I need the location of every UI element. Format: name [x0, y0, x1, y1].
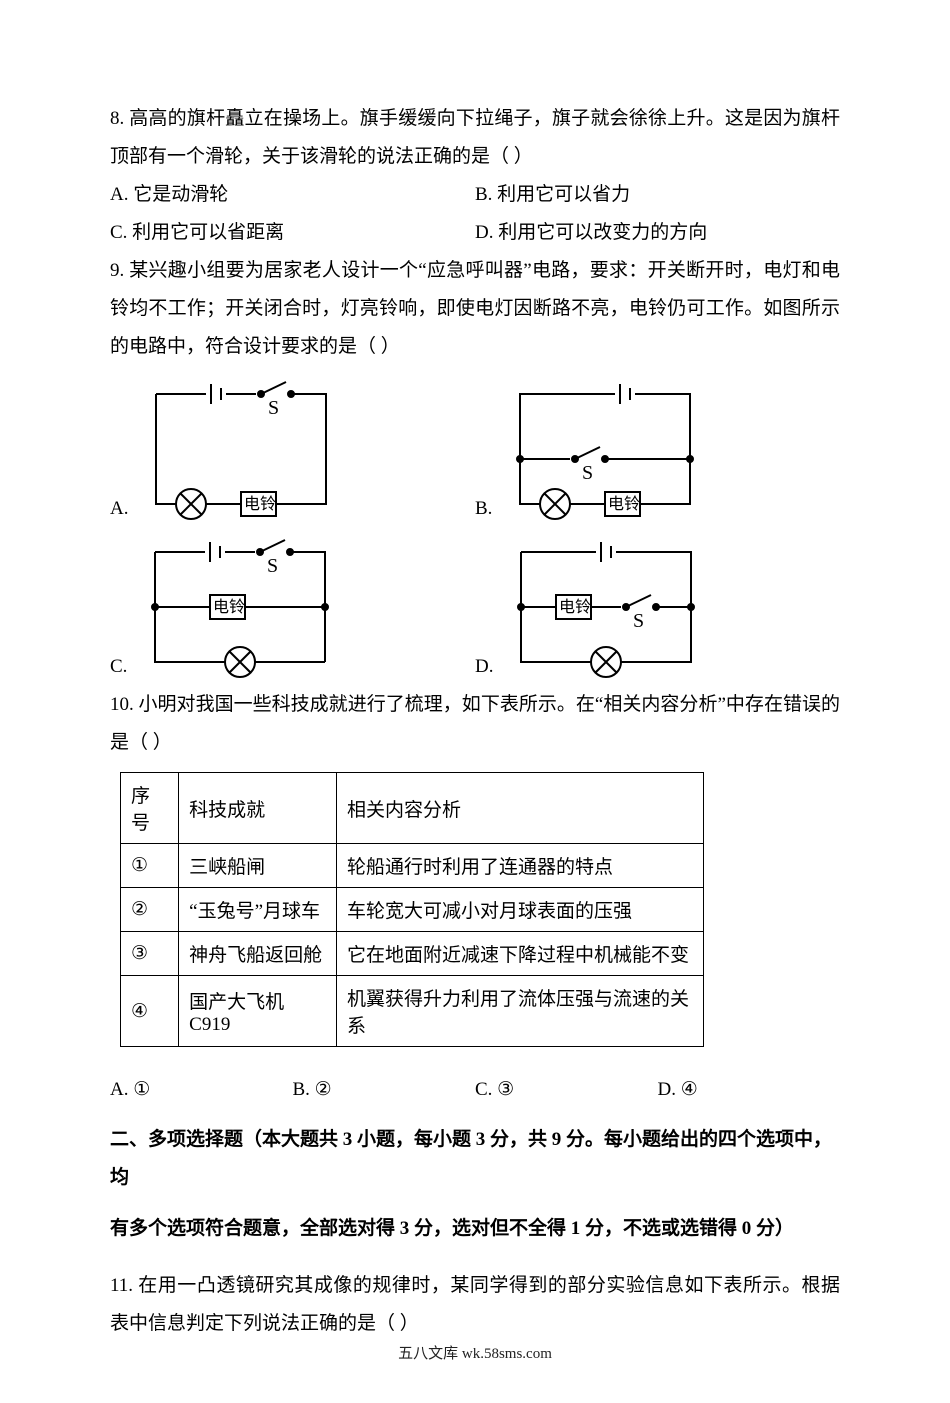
table-cell: 国产大飞机 C919: [179, 976, 337, 1047]
q9-label-b: B.: [475, 498, 492, 524]
q8-opt-d: D. 利用它可以改变力的方向: [475, 214, 840, 252]
table-cell: 神舟飞船返回舱: [179, 932, 337, 976]
bell-label: 电铃: [559, 598, 591, 616]
switch-label: S: [267, 555, 278, 577]
page-footer: 五八文库 wk.58sms.com: [0, 1342, 950, 1363]
q9-circuit-d: S 电铃: [501, 532, 711, 682]
q9-circuit-a: S 电铃: [136, 374, 346, 524]
q10-opt-b: B. ②: [293, 1071, 476, 1109]
table-cell: ③: [121, 932, 179, 976]
q9-circuit-b: S 电铃: [500, 374, 710, 524]
bell-label: 电铃: [213, 598, 245, 616]
q8-opt-a: A. 它是动滑轮: [110, 176, 475, 214]
table-cell: ①: [121, 844, 179, 888]
q10-th-2: 相关内容分析: [336, 773, 703, 844]
section2-line1: 二、多项选择题（本大题共 3 小题，每小题 3 分，共 9 分。每小题给出的四个…: [110, 1121, 840, 1197]
table-cell: 车轮宽大可减小对月球表面的压强: [336, 888, 703, 932]
table-cell: 它在地面附近减速下降过程中机械能不变: [336, 932, 703, 976]
q9-stem: 9. 某兴趣小组要为居家老人设计一个“应急呼叫器”电路，要求：开关断开时，电灯和…: [110, 252, 840, 366]
switch-label: S: [268, 397, 279, 419]
switch-label: S: [633, 610, 644, 632]
q10-opt-c: C. ③: [475, 1071, 658, 1109]
bell-label: 电铃: [608, 495, 640, 513]
table-cell: 轮船通行时利用了连通器的特点: [336, 844, 703, 888]
q10-stem: 10. 小明对我国一些科技成就进行了梳理，如下表所示。在“相关内容分析”中存在错…: [110, 686, 840, 762]
bell-label: 电铃: [244, 495, 276, 513]
q9-label-a: A.: [110, 498, 128, 524]
q9-circuit-c: S 电铃: [135, 532, 345, 682]
switch-label: S: [582, 462, 593, 484]
section2-line2: 有多个选项符合题意，全部选对得 3 分，选对但不全得 1 分，不选或选错得 0 …: [110, 1210, 840, 1248]
q10-th-0: 序号: [121, 773, 179, 844]
q8-opt-b: B. 利用它可以省力: [475, 176, 840, 214]
q10-th-1: 科技成就: [179, 773, 337, 844]
q9-label-c: C.: [110, 656, 127, 682]
table-cell: ④: [121, 976, 179, 1047]
q10-opt-a: A. ①: [110, 1071, 293, 1109]
q10-opt-d: D. ④: [658, 1071, 841, 1109]
q8-stem: 8. 高高的旗杆矗立在操场上。旗手缓缓向下拉绳子，旗子就会徐徐上升。这是因为旗杆…: [110, 100, 840, 176]
table-cell: ②: [121, 888, 179, 932]
table-cell: 三峡船闸: [179, 844, 337, 888]
q8-options: A. 它是动滑轮 B. 利用它可以省力 C. 利用它可以省距离 D. 利用它可以…: [110, 176, 840, 252]
table-cell: “玉兔号”月球车: [179, 888, 337, 932]
q8-opt-c: C. 利用它可以省距离: [110, 214, 475, 252]
q9-label-d: D.: [475, 656, 493, 682]
q11-stem: 11. 在用一凸透镜研究其成像的规律时，某同学得到的部分实验信息如下表所示。根据…: [110, 1267, 840, 1343]
table-cell: 机翼获得升力利用了流体压强与流速的关系: [336, 976, 703, 1047]
q10-table: 序号 科技成就 相关内容分析 ① 三峡船闸 轮船通行时利用了连通器的特点 ② “…: [120, 772, 704, 1047]
q10-options: A. ① B. ② C. ③ D. ④: [110, 1071, 840, 1109]
